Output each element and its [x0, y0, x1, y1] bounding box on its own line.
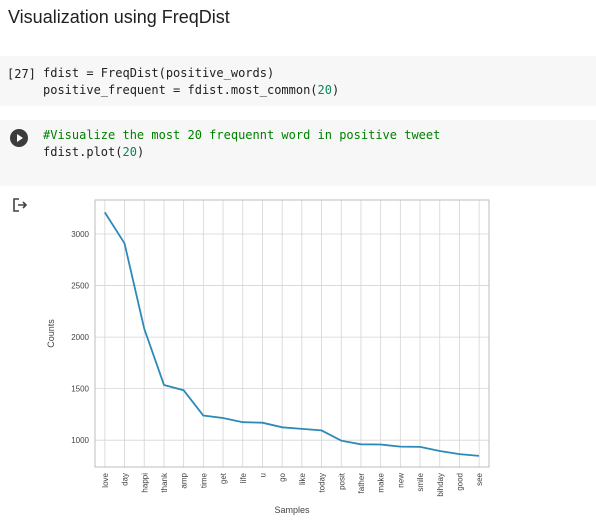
- code-line: fdist = FreqDist(positive_words): [43, 66, 275, 80]
- code-editor-1[interactable]: fdist = FreqDist(positive_words) positive…: [43, 65, 339, 99]
- x-tick-label: thank: [160, 472, 169, 493]
- x-tick-label: life: [239, 472, 248, 483]
- section-heading: Visualization using FreqDist: [8, 7, 230, 27]
- code-editor-2[interactable]: #Visualize the most 20 frequennt word in…: [43, 127, 440, 161]
- x-tick-label: love: [101, 472, 110, 487]
- x-tick-label: happi: [140, 473, 149, 493]
- x-tick-label: get: [219, 472, 228, 484]
- x-tick-label: today: [318, 473, 327, 493]
- run-cell-button[interactable]: [10, 129, 28, 147]
- x-tick-label: smile: [416, 472, 425, 491]
- series-line: [104, 211, 480, 457]
- x-tick-label: see: [475, 472, 484, 485]
- x-tick-label: time: [199, 472, 208, 488]
- x-tick-label: posit: [337, 472, 346, 490]
- x-tick-label: make: [377, 472, 386, 492]
- output-arrow-icon[interactable]: [12, 197, 28, 213]
- x-tick-label: like: [298, 472, 307, 485]
- x-tick-label: amp: [180, 472, 189, 488]
- x-tick-label: bihday: [436, 473, 445, 497]
- code-line: fdist.plot(20): [43, 145, 145, 159]
- y-tick-label: 1000: [71, 436, 89, 445]
- y-axis-label: Counts: [46, 319, 56, 348]
- y-tick-label: 3000: [71, 230, 89, 239]
- code-comment: #Visualize the most 20 frequennt word in…: [43, 128, 441, 142]
- x-axis-label: Samples: [274, 505, 310, 515]
- x-tick-label: go: [278, 472, 287, 481]
- x-tick-label: father: [357, 473, 366, 494]
- x-tick-label: good: [455, 473, 464, 491]
- x-tick-label: new: [396, 473, 405, 488]
- plot-frame: [94, 199, 490, 468]
- code-cell-1[interactable]: [27] fdist = FreqDist(positive_words)pos…: [0, 56, 596, 106]
- code-line: positive_frequent = fdist.most_common(20…: [43, 83, 340, 97]
- y-tick-label: 2000: [71, 333, 89, 342]
- execution-count: [27]: [7, 67, 36, 81]
- x-tick-label: day: [121, 473, 130, 486]
- code-cell-2[interactable]: #Visualize the most 20 frequennt word in…: [0, 120, 596, 186]
- y-tick-label: 1500: [71, 385, 89, 394]
- y-tick-label: 2500: [71, 282, 89, 291]
- x-tick-label: u: [258, 473, 267, 477]
- frequency-line-chart: 1000 1500 2000 2500 3000 love day happi thank am…: [46, 199, 490, 515]
